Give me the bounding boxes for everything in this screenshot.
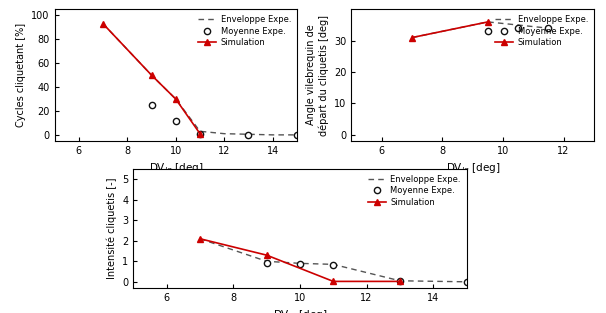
X-axis label: DV$_{lg}$ [deg]: DV$_{lg}$ [deg]: [148, 161, 203, 176]
Simulation: [172, 97, 179, 101]
Legend: Enveloppe Expe., Moyenne Expe., Simulation: Enveloppe Expe., Moyenne Expe., Simulati…: [493, 13, 590, 49]
Line: Enveloppe Expe.: Enveloppe Expe.: [103, 24, 297, 135]
Enveloppe Expe.: [148, 73, 155, 77]
Legend: Enveloppe Expe., Moyenne Expe., Simulation: Enveloppe Expe., Moyenne Expe., Simulati…: [196, 13, 293, 49]
Simulation: [196, 132, 204, 136]
Simulation: [148, 73, 155, 77]
Moyenne Expe.: [463, 280, 470, 284]
X-axis label: DV$_{lg}$ [deg]: DV$_{lg}$ [deg]: [445, 161, 500, 176]
Enveloppe Expe.: [245, 132, 252, 136]
Enveloppe Expe.: [99, 22, 107, 26]
Enveloppe Expe.: [408, 36, 416, 39]
Enveloppe Expe.: [293, 133, 301, 137]
Line: Simulation: Simulation: [99, 20, 204, 137]
Enveloppe Expe.: [296, 261, 304, 265]
Simulation: [196, 237, 204, 241]
Moyenne Expe.: [330, 264, 337, 267]
Moyenne Expe.: [514, 26, 522, 30]
Line: Simulation: Simulation: [196, 235, 404, 285]
Enveloppe Expe.: [330, 263, 337, 266]
Line: Moyenne Expe.: Moyenne Expe.: [148, 102, 300, 138]
X-axis label: DV$_{lg}$ [deg]: DV$_{lg}$ [deg]: [273, 308, 327, 313]
Moyenne Expe.: [396, 280, 404, 283]
Moyenne Expe.: [196, 132, 204, 136]
Simulation: [99, 22, 107, 26]
Moyenne Expe.: [172, 119, 179, 122]
Moyenne Expe.: [148, 103, 155, 107]
Enveloppe Expe.: [172, 97, 179, 101]
Moyenne Expe.: [245, 133, 252, 137]
Enveloppe Expe.: [463, 280, 470, 284]
Simulation: [396, 280, 404, 283]
Enveloppe Expe.: [545, 26, 552, 30]
Enveloppe Expe.: [269, 133, 276, 137]
Moyenne Expe.: [545, 26, 552, 30]
Enveloppe Expe.: [396, 279, 404, 283]
Y-axis label: Intensité cliquetis [-]: Intensité cliquetis [-]: [106, 178, 116, 279]
Enveloppe Expe.: [484, 20, 491, 24]
Enveloppe Expe.: [196, 129, 204, 133]
Line: Moyenne Expe.: Moyenne Expe.: [485, 25, 551, 34]
Y-axis label: Angle vilebrequin de
départ du cliquetis [deg]: Angle vilebrequin de départ du cliquetis…: [307, 15, 328, 136]
Enveloppe Expe.: [514, 23, 522, 27]
Line: Simulation: Simulation: [408, 18, 491, 41]
Simulation: [408, 36, 416, 39]
Simulation: [263, 253, 270, 257]
Legend: Enveloppe Expe., Moyenne Expe., Simulation: Enveloppe Expe., Moyenne Expe., Simulati…: [366, 173, 462, 208]
Moyenne Expe.: [296, 263, 304, 266]
Enveloppe Expe.: [221, 132, 228, 136]
Simulation: [330, 280, 337, 283]
Moyenne Expe.: [484, 29, 491, 33]
Enveloppe Expe.: [196, 237, 204, 241]
Line: Moyenne Expe.: Moyenne Expe.: [264, 260, 470, 285]
Simulation: [484, 20, 491, 24]
Line: Enveloppe Expe.: Enveloppe Expe.: [412, 22, 548, 38]
Enveloppe Expe.: [263, 259, 270, 263]
Y-axis label: Cycles cliquetant [%]: Cycles cliquetant [%]: [16, 23, 25, 127]
Line: Enveloppe Expe.: Enveloppe Expe.: [200, 239, 467, 282]
Moyenne Expe.: [293, 133, 301, 137]
Moyenne Expe.: [263, 261, 270, 265]
